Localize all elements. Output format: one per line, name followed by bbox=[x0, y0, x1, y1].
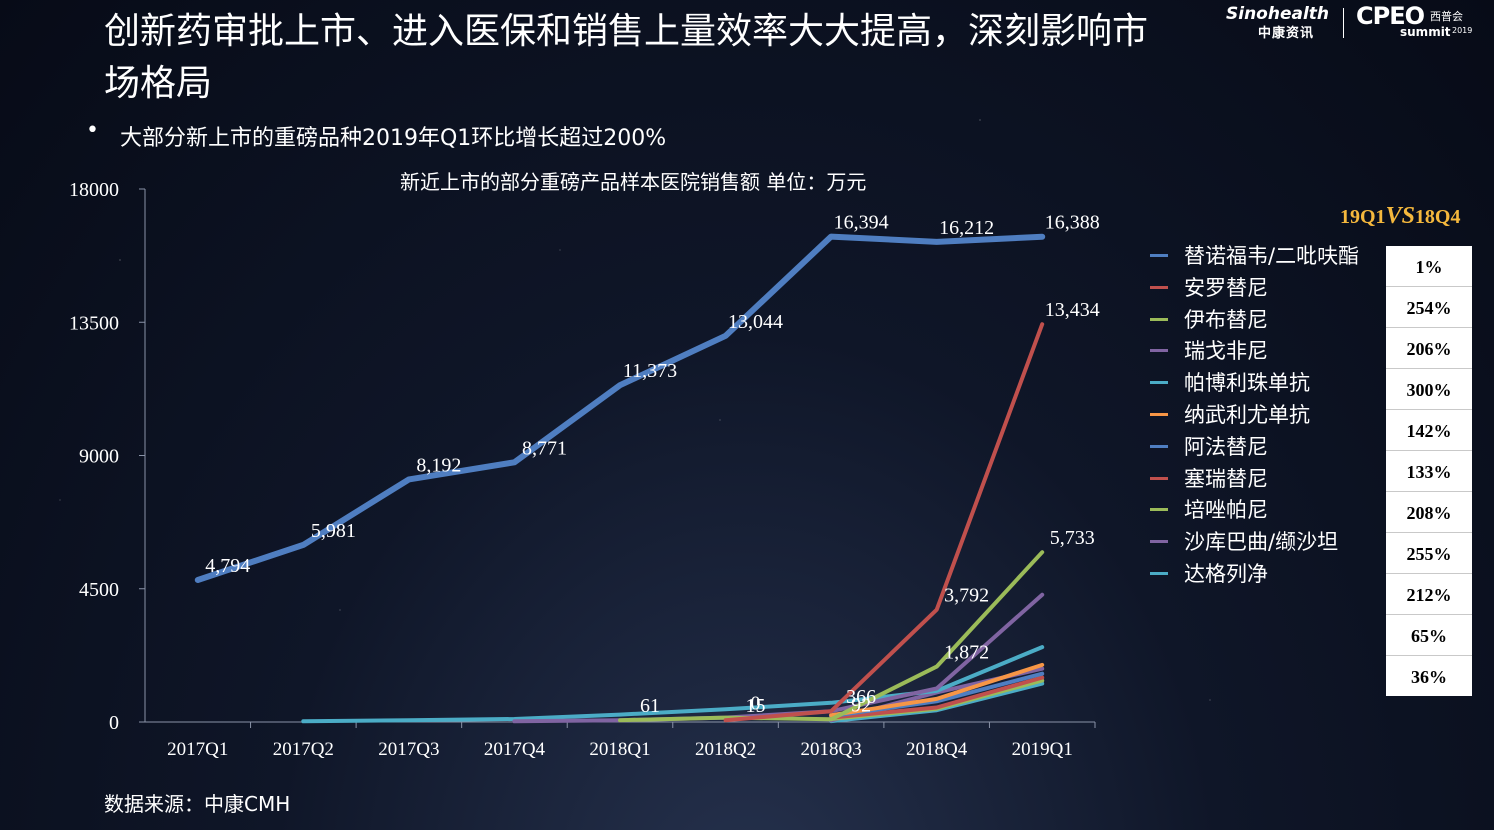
cpeo-logo: CPEO bbox=[1356, 2, 1425, 30]
legend-item: 塞瑞替尼 bbox=[1150, 463, 1390, 493]
legend-item: 安罗替尼 bbox=[1150, 272, 1390, 302]
x-tick-label: 2018Q2 bbox=[695, 739, 756, 760]
series-line bbox=[829, 675, 1045, 720]
x-tick-label: 2017Q4 bbox=[484, 739, 546, 760]
legend-label: 纳武利尤单抗 bbox=[1184, 403, 1310, 427]
legend-swatch bbox=[1150, 444, 1168, 448]
data-source: 数据来源：中康CMH bbox=[104, 792, 291, 816]
bullet-dot: • bbox=[86, 118, 99, 143]
data-label: 366 bbox=[846, 686, 876, 708]
x-tick-label: 2017Q1 bbox=[167, 739, 228, 760]
growth-cell: 133% bbox=[1386, 451, 1472, 492]
x-tick-label: 2018Q3 bbox=[800, 739, 861, 760]
x-tick-label: 2017Q2 bbox=[273, 739, 334, 760]
growth-cell: 212% bbox=[1386, 574, 1472, 615]
growth-header: 19Q1VS18Q4 bbox=[1340, 203, 1460, 230]
legend-label: 阿法替尼 bbox=[1184, 434, 1268, 459]
growth-cell: 300% bbox=[1386, 369, 1472, 410]
data-label: 0 bbox=[751, 693, 761, 715]
data-label: 16,394 bbox=[834, 212, 889, 234]
legend-label: 替诺福韦/二吡呋酯 bbox=[1184, 244, 1360, 268]
legend-swatch bbox=[1150, 254, 1168, 257]
data-label: 1,872 bbox=[944, 642, 989, 664]
data-label: 5,981 bbox=[311, 520, 356, 542]
cpeo-logo-year: 2019 bbox=[1452, 26, 1473, 35]
data-label: 8,192 bbox=[416, 454, 461, 476]
legend-item: 培唑帕尼 bbox=[1150, 494, 1390, 524]
data-label: 92 bbox=[851, 694, 871, 716]
growth-cell: 206% bbox=[1386, 328, 1472, 369]
legend-item: 沙库巴曲/缬沙坦 bbox=[1150, 526, 1390, 556]
legend-swatch bbox=[1150, 508, 1168, 512]
growth-cell: 254% bbox=[1386, 287, 1472, 328]
series-line bbox=[194, 233, 1046, 583]
growth-cell: 255% bbox=[1386, 533, 1472, 574]
data-label: 13,434 bbox=[1045, 299, 1100, 321]
legend-label: 达格列净 bbox=[1184, 562, 1268, 586]
y-tick-label: 0 bbox=[109, 712, 119, 734]
data-label: 16,388 bbox=[1045, 212, 1100, 234]
legend-label: 瑞戈非尼 bbox=[1184, 339, 1268, 364]
data-label: 3,792 bbox=[944, 585, 989, 607]
legend-label: 沙库巴曲/缬沙坦 bbox=[1184, 530, 1339, 555]
cpeo-logo-summit: summit bbox=[1400, 25, 1451, 39]
growth-header-vs: VS bbox=[1385, 203, 1415, 229]
x-tick-label: 2018Q4 bbox=[906, 739, 968, 760]
data-label: 4,794 bbox=[205, 555, 250, 577]
legend-swatch bbox=[1150, 540, 1168, 544]
legend-swatch bbox=[1150, 285, 1168, 289]
legend-item: 达格列净 bbox=[1150, 558, 1390, 588]
chart-title: 新近上市的部分重磅产品样本医院销售额 单位：万元 bbox=[400, 170, 867, 194]
legend-label: 培唑帕尼 bbox=[1184, 498, 1268, 523]
y-tick-label: 4500 bbox=[79, 579, 119, 601]
data-label: 61 bbox=[640, 695, 660, 717]
cpeo-logo-cn: 西普会 bbox=[1430, 10, 1463, 23]
growth-header-a: 19Q1 bbox=[1340, 206, 1386, 228]
data-label: 5,733 bbox=[1050, 527, 1095, 549]
legend-swatch bbox=[1150, 413, 1168, 416]
sinohealth-logo-cn: 中康资讯 bbox=[1258, 26, 1315, 41]
data-label: 8,771 bbox=[522, 437, 567, 459]
bullet-text: 大部分新上市的重磅品种2019年Q1环比增长超过200% bbox=[120, 126, 667, 151]
legend-item: 帕博利珠单抗 bbox=[1150, 367, 1390, 397]
legend-swatch bbox=[1150, 572, 1168, 575]
y-tick-label: 18000 bbox=[69, 179, 119, 201]
x-tick-label: 2019Q1 bbox=[1012, 739, 1073, 760]
growth-cell: 142% bbox=[1386, 410, 1472, 451]
legend-swatch bbox=[1150, 476, 1168, 480]
slide-title: 创新药审批上市、进入医保和销售上量效率大大提高，深刻影响市场格局 bbox=[104, 11, 1149, 104]
legend-label: 安罗替尼 bbox=[1184, 275, 1268, 300]
y-tick-label: 9000 bbox=[79, 446, 119, 468]
series-line bbox=[618, 550, 1045, 723]
x-tick-label: 2017Q3 bbox=[378, 739, 439, 760]
series-line bbox=[829, 662, 1045, 718]
legend-swatch bbox=[1150, 349, 1168, 353]
data-label: 11,373 bbox=[623, 360, 677, 382]
growth-cell: 1% bbox=[1386, 246, 1472, 287]
growth-cell: 208% bbox=[1386, 492, 1472, 533]
logo-divider bbox=[1343, 8, 1344, 38]
legend-label: 塞瑞替尼 bbox=[1184, 466, 1268, 491]
legend-item: 纳武利尤单抗 bbox=[1150, 399, 1390, 429]
legend-item: 伊布替尼 bbox=[1150, 304, 1390, 334]
data-label: 15 bbox=[746, 695, 766, 717]
legend-label: 帕博利珠单抗 bbox=[1184, 371, 1310, 396]
legend-swatch bbox=[1150, 317, 1168, 321]
growth-cell: 36% bbox=[1411, 667, 1447, 687]
growth-cell: 65% bbox=[1386, 615, 1472, 656]
legend-swatch bbox=[1150, 381, 1168, 385]
sinohealth-logo: Sinohealth bbox=[1226, 4, 1330, 24]
legend-item: 阿法替尼 bbox=[1150, 431, 1390, 461]
legend-item: 替诺福韦/二吡呋酯 bbox=[1150, 240, 1390, 270]
y-tick-label: 13500 bbox=[69, 312, 119, 334]
series-line bbox=[723, 322, 1045, 723]
x-tick-label: 2018Q1 bbox=[589, 739, 650, 760]
data-label: 16,212 bbox=[939, 217, 994, 239]
data-label: 13,044 bbox=[728, 311, 783, 333]
growth-table: 1% 254% 206% 300% 142% 133% 208% 255% 212% 65% 36% bbox=[1386, 246, 1472, 696]
legend-item: 瑞戈非尼 bbox=[1150, 335, 1390, 365]
growth-header-b: 18Q4 bbox=[1414, 206, 1461, 228]
legend-label: 伊布替尼 bbox=[1184, 307, 1268, 332]
